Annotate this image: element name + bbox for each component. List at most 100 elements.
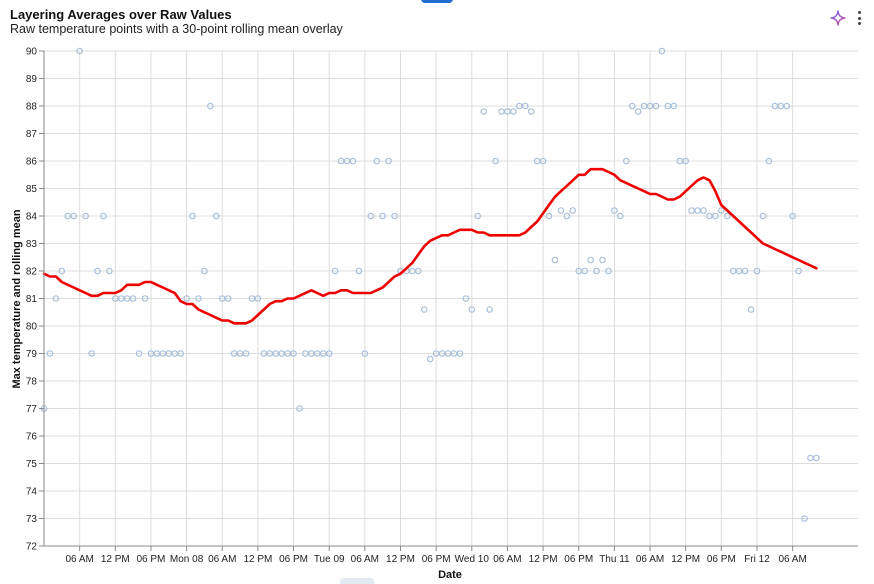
y-tick-label: 84 <box>26 212 38 223</box>
data-point-121 <box>759 212 767 220</box>
data-point-95 <box>605 267 612 275</box>
data-point-7 <box>82 212 89 220</box>
data-point-25 <box>189 212 196 220</box>
data-point-59 <box>391 212 398 220</box>
data-point-53 <box>355 267 363 275</box>
data-point-93 <box>593 267 600 275</box>
y-tick-label: 86 <box>26 157 38 168</box>
x-tick-label: 06 AM <box>778 554 806 565</box>
data-point-10 <box>100 212 107 220</box>
data-point-31 <box>224 295 232 302</box>
data-point-85 <box>545 212 553 220</box>
data-point-52 <box>349 157 357 165</box>
data-point-125 <box>783 102 791 110</box>
x-tick-label: Thu 11 <box>599 554 630 565</box>
y-tick-label: 74 <box>26 487 38 498</box>
data-point-49 <box>331 267 339 275</box>
data-point-15 <box>129 295 137 302</box>
data-point-77 <box>498 108 505 115</box>
x-tick-label: 12 PM <box>101 554 130 565</box>
data-point-29 <box>213 212 220 220</box>
data-point-86 <box>551 256 559 264</box>
data-point-99 <box>628 102 636 110</box>
data-point-118 <box>741 267 749 275</box>
data-point-11 <box>106 267 113 275</box>
data-point-3 <box>58 267 66 275</box>
data-point-129 <box>807 454 814 462</box>
data-point-26 <box>195 295 202 302</box>
data-point-1 <box>46 350 54 357</box>
data-point-73 <box>474 212 482 220</box>
data-point-109 <box>688 207 695 214</box>
data-point-42 <box>290 350 297 357</box>
data-point-122 <box>765 157 773 165</box>
data-point-110 <box>694 207 701 214</box>
data-point-63 <box>415 267 422 275</box>
more-vertical-icon[interactable] <box>856 10 862 26</box>
data-point-71 <box>462 295 470 302</box>
y-axis-label: Max temperature and rolling mean <box>11 209 23 388</box>
data-point-34 <box>242 350 250 357</box>
data-point-108 <box>682 157 689 165</box>
data-point-119 <box>747 306 755 313</box>
data-point-6 <box>76 47 83 55</box>
y-tick-label: 82 <box>26 267 38 278</box>
x-tick-label: 06 AM <box>493 554 521 565</box>
data-point-27 <box>201 267 208 275</box>
top-tab-indicator <box>421 0 453 3</box>
data-point-65 <box>426 355 434 363</box>
data-point-94 <box>599 256 606 264</box>
y-tick-label: 73 <box>26 514 38 525</box>
data-point-82 <box>527 108 535 115</box>
data-point-23 <box>177 350 184 357</box>
x-tick-label: 06 AM <box>65 554 93 565</box>
x-axis-label: Date <box>438 569 462 581</box>
x-tick-label: 12 PM <box>671 554 700 565</box>
data-point-111 <box>700 207 707 214</box>
y-tick-label: 79 <box>26 349 38 360</box>
x-tick-label: 06 PM <box>279 554 308 565</box>
x-tick-label: 06 PM <box>707 554 736 565</box>
data-point-91 <box>581 267 588 275</box>
data-point-74 <box>480 108 487 115</box>
y-tick-label: 85 <box>26 184 38 195</box>
data-point-92 <box>587 256 594 264</box>
y-tick-label: 81 <box>26 294 38 305</box>
data-point-28 <box>207 102 214 110</box>
data-point-58 <box>385 157 392 165</box>
data-point-97 <box>617 212 624 220</box>
data-point-81 <box>521 102 529 110</box>
data-point-98 <box>622 157 630 165</box>
chart-title: Layering Averages over Raw Values <box>10 7 232 22</box>
data-point-54 <box>361 350 369 357</box>
rolling-mean-line <box>42 167 818 325</box>
data-point-64 <box>420 306 428 313</box>
data-point-127 <box>795 267 802 275</box>
data-point-100 <box>634 108 642 115</box>
data-point-9 <box>94 267 101 275</box>
data-point-8 <box>88 350 95 357</box>
data-point-89 <box>569 207 577 214</box>
x-tick-label: 06 AM <box>208 554 236 565</box>
sparkle-icon[interactable] <box>830 10 846 26</box>
y-tick-label: 90 <box>26 47 38 58</box>
data-point-130 <box>813 454 820 462</box>
bottom-tab-indicator <box>340 578 374 584</box>
data-point-88 <box>563 212 571 220</box>
y-tick-label: 80 <box>26 322 38 333</box>
data-point-5 <box>70 212 78 220</box>
data-point-96 <box>611 207 618 214</box>
data-point-84 <box>539 157 547 165</box>
data-point-103 <box>652 102 660 110</box>
data-point-115 <box>723 212 731 220</box>
y-tick-label: 89 <box>26 74 38 85</box>
chart-actions <box>830 10 862 26</box>
data-point-79 <box>510 108 517 115</box>
x-tick-label: 06 AM <box>351 554 379 565</box>
data-point-114 <box>718 207 725 214</box>
x-tick-label: 06 AM <box>636 554 664 565</box>
data-point-87 <box>557 207 565 214</box>
data-point-75 <box>486 306 493 313</box>
data-point-16 <box>135 350 143 357</box>
